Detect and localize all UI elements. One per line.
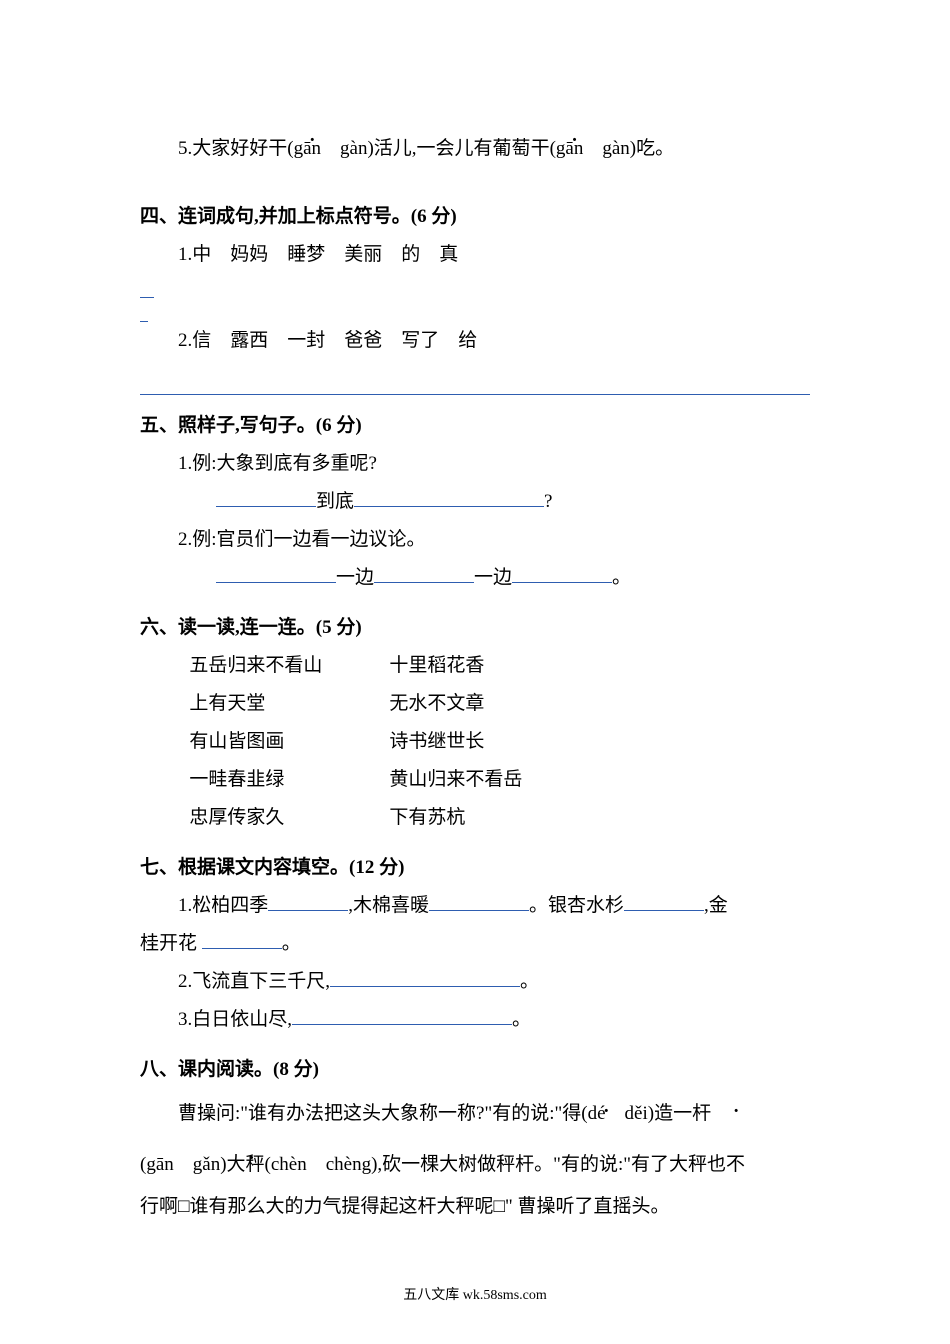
section8-p1: 曹操问:"谁有办法把这头大象称一称?"有的说:"得(dé děi)造一杆 (140, 1089, 810, 1138)
blank (216, 483, 316, 507)
t: 。 (520, 971, 539, 992)
match-left: 上有天堂 (189, 685, 389, 723)
match-table: 五岳归来不看山十里稻花香 上有天堂无水不文章 有山皆图画诗书继世长 一畦春韭绿黄… (189, 647, 810, 837)
blank (330, 963, 520, 987)
t: 。银杏水杉 (529, 895, 624, 916)
section5-blank1: 到底? (216, 483, 810, 521)
match-row: 一畦春韭绿黄山归来不看岳 (189, 761, 810, 799)
blank (268, 887, 348, 911)
q3-item5: 5.大家好好干(gān gàn)活儿,一会儿有葡萄干(gān gàn)吃。 (140, 130, 810, 168)
section7-line1: 1.松柏四季 ,木棉喜暖 。银杏水杉 ,金 (140, 887, 810, 925)
blank (429, 887, 529, 911)
section4-title: 四、连词成句,并加上标点符号。(6 分) (140, 198, 810, 236)
qmark: ? (544, 491, 552, 512)
section7-line3: 2.飞流直下三千尺, 。 (140, 963, 810, 1001)
t: 。 (512, 1009, 531, 1030)
text-yibian1: 一边 (336, 567, 374, 588)
t: 3.白日依山尽, (178, 1009, 292, 1030)
text-yibian2: 一边 (474, 567, 512, 588)
section8-p2: (gān gǎn)大秤(chèn chèng),砍一棵大树做秤杆。"有的说:"有… (140, 1144, 810, 1186)
match-right: 十里稻花香 (389, 647, 609, 685)
t: 桂开花 (140, 933, 202, 954)
section5-title: 五、照样子,写句子。(6 分) (140, 407, 810, 445)
section7-line2: 桂开花 。 (140, 925, 810, 963)
blank (354, 483, 544, 507)
match-row: 五岳归来不看山十里稻花香 (189, 647, 810, 685)
match-left: 一畦春韭绿 (189, 761, 389, 799)
t: 1.松柏四季 (178, 895, 268, 916)
blank (216, 559, 336, 583)
t: 。 (282, 933, 301, 954)
t: ,金 (704, 895, 728, 916)
blank (374, 559, 474, 583)
section5-item2: 2.例:官员们一边看一边议论。 (140, 521, 810, 559)
blank (202, 925, 282, 949)
match-row: 有山皆图画诗书继世长 (189, 723, 810, 761)
section7-title: 七、根据课文内容填空。(12 分) (140, 849, 810, 887)
blank (512, 559, 612, 583)
section8-p3: 行啊□谁有那么大的力气提得起这杆大秤呢□" 曹操听了直摇头。 (140, 1186, 810, 1228)
match-right: 诗书继世长 (389, 723, 609, 761)
match-left: 忠厚传家久 (189, 799, 389, 837)
blank-stub-2 (140, 298, 148, 322)
text-daodi: 到底 (316, 491, 354, 512)
blank (624, 887, 704, 911)
blank-stub-1 (140, 274, 154, 298)
match-row: 上有天堂无水不文章 (189, 685, 810, 723)
section7-line4: 3.白日依山尽, 。 (140, 1001, 810, 1039)
section4-item1: 1.中 妈妈 睡梦 美丽 的 真 (140, 236, 810, 274)
section5-blank2: 一边 一边 。 (216, 559, 810, 597)
match-left: 有山皆图画 (189, 723, 389, 761)
match-right: 下有苏杭 (389, 799, 609, 837)
section8-title: 八、课内阅读。(8 分) (140, 1051, 810, 1089)
match-right: 黄山归来不看岳 (389, 761, 609, 799)
period: 。 (612, 567, 631, 588)
match-row: 忠厚传家久下有苏杭 (189, 799, 810, 837)
page-content: 5.大家好好干(gān gàn)活儿,一会儿有葡萄干(gān gàn)吃。 四、… (0, 0, 950, 1268)
page-footer: 五八文库 wk.58sms.com (0, 1284, 950, 1304)
match-right: 无水不文章 (389, 685, 609, 723)
section5-item1: 1.例:大象到底有多重呢? (140, 445, 810, 483)
t: ,木棉喜暖 (348, 895, 429, 916)
match-left: 五岳归来不看山 (189, 647, 389, 685)
answer-line-4-2 (140, 366, 810, 396)
section6-title: 六、读一读,连一连。(5 分) (140, 609, 810, 647)
t: 2.飞流直下三千尺, (178, 971, 330, 992)
section4-item2: 2.信 露西 一封 爸爸 写了 给 (140, 322, 810, 360)
blank (292, 1001, 512, 1025)
